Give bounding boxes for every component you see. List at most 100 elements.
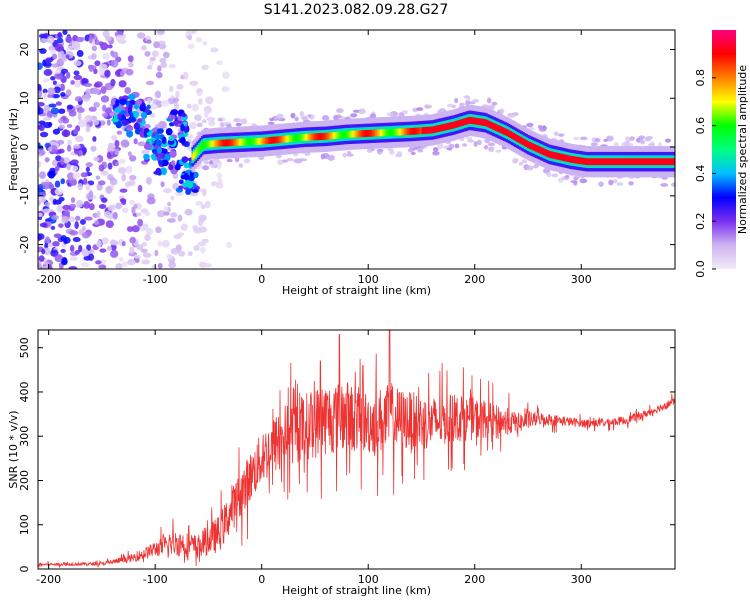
spectrogram-scatter-cell [286, 158, 294, 162]
spectrogram-ridge-cell [209, 140, 212, 148]
spectrogram-noise-cell [65, 54, 70, 59]
spectrogram-scatter-cell [201, 119, 207, 124]
spectrogram-noise-cell [210, 47, 219, 53]
spectrogram-ridge-cell [252, 138, 255, 146]
spectrogram-ridge-cell [463, 118, 466, 126]
spectrogram-scatter-cell [258, 156, 265, 161]
spectrogram-scatter-cell [275, 154, 282, 159]
spectrogram-cluster-0 [111, 118, 119, 123]
spectrogram-ridge-cell [582, 157, 586, 165]
spectrogram-scatter-cell [573, 136, 580, 141]
spectrogram-ridge-cell [231, 139, 234, 146]
spectrogram-ridge-cell [568, 155, 571, 163]
spectrogram-cluster-0 [115, 99, 120, 107]
spectrogram-noise-cell [47, 170, 56, 179]
spectrogram-noise-cell [185, 30, 193, 36]
spectrogram-noise-cell [73, 74, 83, 81]
spectrogram-noise-cell [146, 39, 152, 44]
spectrogram-cluster-0 [114, 107, 122, 113]
spectrogram-noise-cell [81, 150, 86, 156]
spectrogram-noise-cell [172, 97, 180, 103]
spectrogram-ridge-cell [527, 141, 530, 149]
spectrogram-ridge-cell [477, 118, 480, 126]
spectrogram-noise-cell [203, 110, 209, 118]
spectrogram-ridge-cell [335, 131, 338, 139]
spectrogram-noise-cell [106, 245, 113, 251]
spectrogram-ridge-cell [317, 133, 321, 141]
spectrogram-noise-cell [54, 180, 61, 188]
spectrogram-noise-cell [148, 60, 155, 67]
spectrogram-cluster-3 [161, 136, 167, 145]
spectrogram-scatter-cell [454, 97, 459, 104]
spectrogram-noise-cell [48, 146, 53, 152]
spectrogram-ridge-cell [271, 136, 274, 144]
spectrogram-scatter-cell [537, 124, 543, 129]
spectrogram-ridge-cell [311, 133, 314, 141]
spectrogram-noise-cell [38, 160, 42, 168]
spectrogram-noise-cell [88, 203, 95, 211]
spectrogram-noise-cell [61, 68, 69, 74]
spectrogram-ridge-cell [445, 123, 448, 131]
spectrogram-ridge-cell [346, 130, 349, 138]
spectrogram-ridge-cell [277, 136, 281, 144]
spectrogram-ridge-cell [351, 130, 354, 138]
x-tick-label-0: -200 [36, 573, 61, 586]
spectrogram-noise-cell [121, 199, 127, 206]
spectrogram-ridge-cell [416, 127, 420, 135]
spectrogram-ridge-cell [542, 148, 546, 156]
spectrogram-noise-cell [39, 48, 47, 54]
spectrogram-noise-cell [42, 88, 48, 94]
spectrogram-noise-cell [70, 80, 75, 85]
snr-x-ticks: -200 -100 0 100 200 300 [36, 330, 592, 586]
spectrogram-ridge-cell [327, 132, 330, 140]
spectrogram-noise-cell [54, 254, 64, 263]
spectrogram-cluster-4 [183, 125, 189, 134]
spectrogram-scatter-cell [621, 142, 627, 147]
spectrogram-ridge-cell [589, 158, 592, 166]
spectrogram-scatter-cell [463, 95, 470, 99]
spectrogram-noise-cell [201, 64, 209, 71]
spectrogram-noise-cell [68, 266, 78, 269]
spectrogram-ridge-cell [562, 154, 565, 161]
spectrogram-ridge-cell [565, 154, 568, 162]
spectrogram-noise-cell [47, 242, 53, 248]
spectrogram-noise-cell [100, 95, 110, 103]
spectrogram-noise-cell [88, 35, 93, 44]
spectrogram-ridge-cell [613, 158, 616, 166]
spectrogram-scatter-cell [417, 148, 424, 153]
spectrogram-ridge-cell [597, 158, 600, 166]
spectrogram-ridge-cell [573, 156, 576, 164]
spectrogram-scatter-cell [590, 142, 598, 147]
spectrogram-noise-cell [39, 131, 49, 138]
spectrogram-ridge-cell [193, 151, 196, 159]
spectrogram-noise-cell [52, 80, 57, 86]
spectrogram-noise-cell [151, 264, 157, 269]
spectrogram-ridge-cell [341, 131, 345, 139]
y-tick-label-0: 0 [18, 566, 31, 573]
spectrogram-noise-cell [74, 79, 81, 88]
spectrogram-noise-cell [117, 166, 127, 174]
spectrogram-noise-cell [110, 243, 117, 251]
spectrogram-scatter-cell [366, 148, 373, 153]
spectrogram-ridge-cell [653, 158, 656, 166]
spectrogram-noise-cell [72, 236, 81, 243]
spectrogram-ridge-cell [509, 131, 512, 138]
spectrogram-noise-cell [82, 94, 91, 102]
spectrogram-noise-cell [157, 210, 166, 218]
spectrogram-noise-cell [43, 92, 48, 100]
spectrogram-ridge-cell [471, 117, 474, 125]
spectrogram-ridge-cell [381, 129, 384, 137]
spectrogram-noise-cell [50, 107, 60, 115]
spectrogram-noise-cell [106, 220, 113, 227]
spectrogram-ridge-cell [501, 127, 504, 134]
spectrogram-scatter-cell [603, 138, 608, 142]
spectrogram-scatter-cell [573, 175, 580, 179]
spectrogram-noise-cell [129, 155, 137, 162]
spectrogram-noise-cell [65, 89, 72, 97]
spectrogram-ridge-cell [340, 131, 343, 139]
spectrogram-ridge-cell [512, 132, 516, 140]
spectrogram-ridge-cell [605, 158, 608, 166]
spectrogram-noise-cell [85, 162, 93, 168]
spectrogram-ridge-cell [451, 121, 455, 129]
spectrogram-noise-cell [43, 68, 53, 76]
